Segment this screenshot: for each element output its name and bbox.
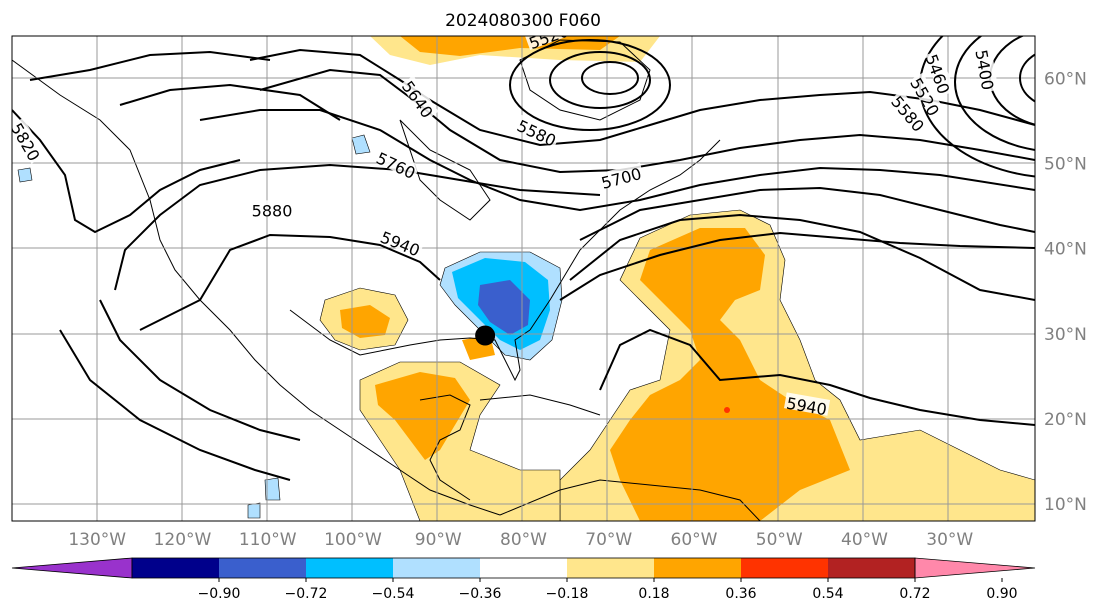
- lon-tick-label: 50°W: [756, 530, 803, 550]
- colorbar-frame: [131, 557, 916, 579]
- colorbar-tick-label: −0.36: [459, 586, 502, 602]
- canada-blue-patch: [351, 134, 371, 155]
- south-america: [499, 479, 761, 521]
- gulf-mexico-orange-core: [375, 372, 470, 460]
- colorbar-segment: [393, 558, 480, 578]
- atlantic-orange-core: [610, 228, 850, 521]
- pacific-blue-patch-2: [264, 477, 281, 501]
- lon-tick-label: 110°W: [239, 530, 297, 550]
- east-coast: [529, 139, 721, 331]
- map-frame: [11, 35, 1036, 522]
- map-title: 2024080300 F060: [445, 11, 601, 31]
- contour-5580-low: [509, 39, 671, 131]
- contour-5760-pacific: [29, 50, 271, 81]
- colorbar-segment: [219, 558, 306, 578]
- lon-tick-label: 70°W: [585, 530, 632, 550]
- colorbar-segment: [567, 558, 654, 578]
- lat-tick-label: 20°N: [1044, 410, 1087, 430]
- colorbar: −0.90 −0.72 −0.54 −0.36 −0.18 0.18 0.36 0.54 0.7…: [11, 557, 1036, 602]
- contour-5940-ridge: [139, 233, 441, 331]
- colorbar-tick-label: −0.54: [372, 586, 415, 602]
- lon-tick-label: 40°W: [841, 530, 888, 550]
- lon-tick-label: 30°W: [926, 530, 973, 550]
- lon-tick-label: 130°W: [68, 530, 126, 550]
- north-america-west-coast: [12, 59, 501, 516]
- atlantic-red-dot: [724, 407, 730, 413]
- yucatan: [419, 394, 471, 501]
- lon-tick-label: 100°W: [324, 530, 382, 550]
- pacific-blue-patch-3: [247, 502, 261, 519]
- lat-tick-label: 40°N: [1044, 240, 1087, 260]
- contour-5820-pacific: [119, 83, 341, 121]
- contour-5460-low: [581, 61, 639, 95]
- contour-5760-north: [199, 109, 1035, 212]
- lon-tick-label: 120°W: [154, 530, 212, 550]
- colorbar-max-extension: [914, 557, 1036, 579]
- shaded-field-negative: [17, 134, 563, 519]
- contour-label: 5880: [250, 200, 295, 220]
- greenland-orange-core: [400, 36, 620, 56]
- colorbar-tick-label: 0.90: [986, 586, 1017, 602]
- contour-5520-low: [549, 51, 651, 109]
- colorbar-min-extension: [11, 557, 133, 579]
- longitude-tick-labels: 130°W 120°W 110°W 100°W 90°W 80°W 70°W 60°W 50°W…: [68, 530, 973, 550]
- coastlines: [12, 39, 761, 521]
- pacific-blue-patch-1: [17, 167, 33, 183]
- contour-5820-atlantic: [579, 186, 1035, 241]
- contour-5880-west: [114, 163, 601, 291]
- colorbar-tick-label: 0.72: [899, 586, 930, 602]
- lon-tick-label: 80°W: [500, 530, 547, 550]
- colorbar-segment: [741, 558, 828, 578]
- colorbar-segment: [306, 558, 393, 578]
- colorbar-tick-label: −0.72: [285, 586, 328, 602]
- shaded-field-positive: [319, 36, 1035, 521]
- contour-label-text: 5880: [252, 201, 293, 220]
- colorbar-tick-label: −0.90: [198, 586, 241, 602]
- contour-5940-atlantic: [559, 231, 1035, 301]
- contour-5820-west: [12, 109, 241, 234]
- cuba: [479, 394, 601, 416]
- contour-5400-east-low: [1019, 53, 1035, 103]
- latitude-tick-labels: 60°N 50°N 40°N 30°N 20°N 10°N: [1044, 70, 1087, 515]
- contour-5880-atlantic: [569, 213, 1035, 301]
- storm-center-marker: [475, 325, 496, 346]
- contour-5820-ridge: [59, 329, 291, 481]
- colorbar-tick-label: 0.36: [725, 586, 756, 602]
- colorbar-segment: [828, 558, 915, 578]
- colorbar-tick-label: 0.54: [812, 586, 843, 602]
- colorbar-segment: [654, 558, 741, 578]
- lat-tick-label: 60°N: [1044, 70, 1087, 90]
- colorbar-segment: [480, 558, 567, 578]
- contour-5880-ridge: [99, 299, 301, 441]
- gulf-coast: [289, 309, 531, 382]
- colorbar-tick-label: 0.18: [638, 586, 669, 602]
- colorbar-segment: [132, 558, 219, 578]
- contour-5520-east-low: [954, 36, 1035, 151]
- lon-tick-label: 60°W: [671, 530, 718, 550]
- southeast-us-dark-blue: [478, 280, 530, 335]
- lat-tick-label: 50°N: [1044, 155, 1087, 175]
- lat-tick-label: 10°N: [1044, 495, 1087, 515]
- colorbar-tick-label: −0.18: [546, 586, 589, 602]
- lon-tick-label: 90°W: [415, 530, 462, 550]
- contour-5940-bermuda: [599, 328, 1035, 426]
- lat-tick-label: 30°N: [1044, 325, 1087, 345]
